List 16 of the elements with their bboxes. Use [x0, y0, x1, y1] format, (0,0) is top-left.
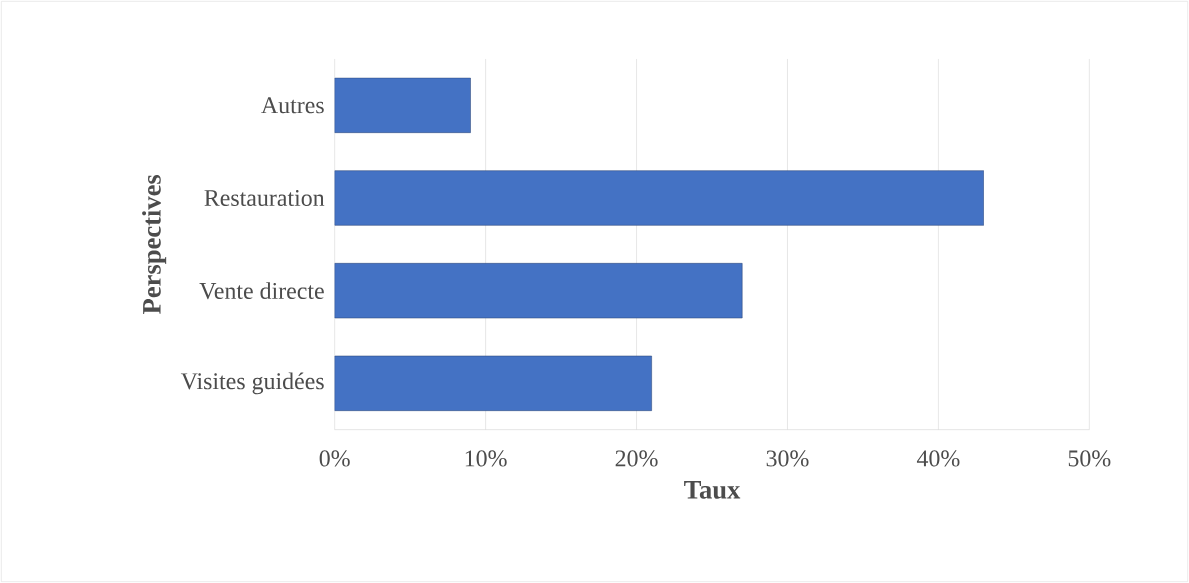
x-tick-label: 30%	[766, 450, 809, 467]
bar	[334, 170, 984, 226]
x-tick-label: 40%	[916, 450, 960, 467]
bar	[334, 263, 743, 319]
y-tick-label: Vente directe	[199, 282, 324, 300]
x-tick-label: 50%	[1068, 450, 1111, 467]
y-tick-label: Restauration	[204, 189, 325, 207]
y-tick-label: Autres	[261, 97, 324, 114]
x-tick-label: 0%	[319, 450, 350, 467]
x-tick-label: 20%	[615, 450, 658, 467]
bar	[334, 355, 652, 411]
x-tick-label: 10%	[465, 450, 507, 467]
y-axis-title: Perspectives	[142, 174, 167, 314]
x-axis-title: Taux	[684, 481, 741, 499]
y-tick-label: Visites guidées	[180, 372, 324, 395]
bar	[334, 77, 471, 133]
